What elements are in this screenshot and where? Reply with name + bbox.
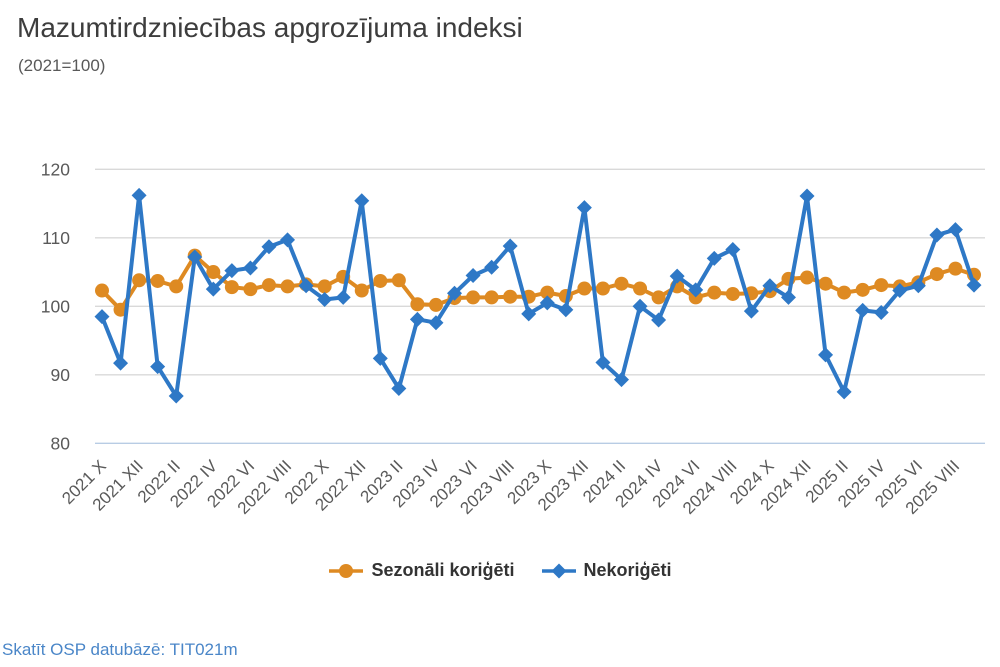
data-point[interactable] <box>613 372 629 388</box>
data-point[interactable] <box>168 388 184 404</box>
data-point[interactable] <box>391 381 407 396</box>
data-point[interactable] <box>428 315 444 331</box>
legend-label-unadjusted: Nekoriģēti <box>583 560 672 580</box>
data-point[interactable] <box>409 311 425 327</box>
data-point[interactable] <box>836 384 852 400</box>
data-point[interactable] <box>243 282 258 297</box>
y-tick-label-90: 90 <box>51 365 71 385</box>
data-point[interactable] <box>521 306 537 322</box>
data-point[interactable] <box>855 282 870 297</box>
y-tick-label-100: 100 <box>41 296 70 316</box>
circle-marker-icon <box>329 563 364 578</box>
data-point[interactable] <box>95 283 109 298</box>
data-point[interactable] <box>743 303 759 319</box>
data-point[interactable] <box>335 289 351 305</box>
chart-subtitle: (2021=100) <box>18 56 106 75</box>
data-point[interactable] <box>929 227 945 243</box>
data-point[interactable] <box>465 267 481 283</box>
data-point[interactable] <box>224 280 239 295</box>
data-point[interactable] <box>354 283 369 298</box>
data-point[interactable] <box>873 304 889 320</box>
data-point[interactable] <box>595 281 610 296</box>
data-point[interactable] <box>948 261 963 276</box>
data-point[interactable] <box>298 278 314 294</box>
data-point[interactable] <box>113 355 129 371</box>
data-point[interactable] <box>280 232 296 248</box>
data-point[interactable] <box>205 281 221 297</box>
osp-database-link[interactable]: Skatīt OSP datubāzē: TIT021m <box>2 640 238 659</box>
data-point[interactable] <box>892 283 908 299</box>
data-point[interactable] <box>373 273 388 288</box>
data-point[interactable] <box>484 290 499 305</box>
data-point[interactable] <box>224 263 240 279</box>
data-point[interactable] <box>947 222 963 238</box>
data-point[interactable] <box>707 285 722 300</box>
y-tick-label-110: 110 <box>42 228 70 248</box>
data-point[interactable] <box>874 278 889 293</box>
data-point[interactable] <box>818 276 833 291</box>
data-point[interactable] <box>910 278 926 294</box>
data-point[interactable] <box>410 297 425 312</box>
data-point[interactable] <box>187 249 203 265</box>
data-point[interactable] <box>466 290 481 305</box>
data-point[interactable] <box>280 279 295 294</box>
data-point[interactable] <box>372 350 388 366</box>
data-point[interactable] <box>558 302 574 318</box>
y-tick-label-80: 80 <box>51 433 71 453</box>
chart-legend: Sezonāli koriģēti Nekoriģēti <box>0 560 1000 581</box>
data-point[interactable] <box>855 302 871 318</box>
legend-label-seasonally-adjusted: Sezonāli koriģēti <box>371 560 515 580</box>
legend-item-seasonally-adjusted[interactable]: Sezonāli koriģēti <box>328 560 515 581</box>
data-point[interactable] <box>132 273 147 288</box>
legend-item-unadjusted[interactable]: Nekoriģēti <box>541 560 672 581</box>
data-point[interactable] <box>131 187 147 203</box>
data-point[interactable] <box>242 260 258 276</box>
data-point[interactable] <box>651 290 666 305</box>
data-point[interactable] <box>540 285 555 300</box>
data-point[interactable] <box>614 276 629 291</box>
data-point[interactable] <box>837 285 852 300</box>
data-point[interactable] <box>150 273 165 288</box>
data-point[interactable] <box>725 286 740 301</box>
data-point[interactable] <box>261 239 277 255</box>
data-point[interactable] <box>632 298 648 314</box>
data-point[interactable] <box>317 291 333 307</box>
data-point[interactable] <box>576 200 592 216</box>
data-point[interactable] <box>595 354 611 370</box>
data-point[interactable] <box>317 279 332 294</box>
data-point[interactable] <box>169 279 184 294</box>
data-point[interactable] <box>688 290 703 305</box>
data-point[interactable] <box>484 259 500 275</box>
data-point[interactable] <box>966 277 982 293</box>
data-point[interactable] <box>762 278 778 294</box>
data-point[interactable] <box>651 312 667 328</box>
data-point[interactable] <box>818 347 834 363</box>
data-point[interactable] <box>391 273 406 288</box>
chart-title: Mazumtirdzniecības apgrozījuma indeksi <box>17 12 523 43</box>
data-point[interactable] <box>800 270 815 285</box>
data-point[interactable] <box>502 238 518 254</box>
data-point[interactable] <box>780 289 796 305</box>
diamond-marker-icon <box>541 563 576 578</box>
data-point[interactable] <box>94 309 110 325</box>
data-point[interactable] <box>539 295 555 311</box>
data-point[interactable] <box>633 281 648 296</box>
data-point[interactable] <box>577 281 592 296</box>
data-point[interactable] <box>706 250 722 266</box>
data-point[interactable] <box>503 289 518 304</box>
data-point[interactable] <box>113 302 128 317</box>
data-point[interactable] <box>799 188 815 204</box>
data-point[interactable] <box>206 265 221 280</box>
data-point[interactable] <box>150 359 166 375</box>
data-point[interactable] <box>261 278 276 293</box>
data-point[interactable] <box>447 285 463 301</box>
y-tick-label-120: 120 <box>41 159 70 179</box>
data-point[interactable] <box>688 282 704 298</box>
data-point[interactable] <box>354 193 370 209</box>
data-point[interactable] <box>725 241 741 257</box>
data-point[interactable] <box>929 267 944 282</box>
data-point[interactable] <box>428 297 443 312</box>
data-point[interactable] <box>669 268 685 284</box>
